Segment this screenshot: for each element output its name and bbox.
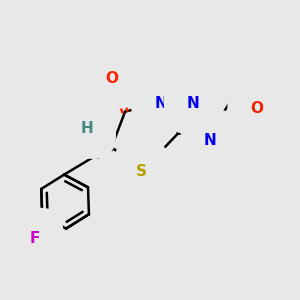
Text: O: O: [105, 71, 118, 86]
Text: S: S: [136, 164, 147, 179]
Text: N: N: [154, 96, 167, 111]
Text: F: F: [30, 231, 40, 246]
Text: N: N: [204, 133, 216, 148]
Text: O: O: [250, 101, 263, 116]
Text: N: N: [187, 96, 200, 111]
Text: H: H: [80, 121, 93, 136]
